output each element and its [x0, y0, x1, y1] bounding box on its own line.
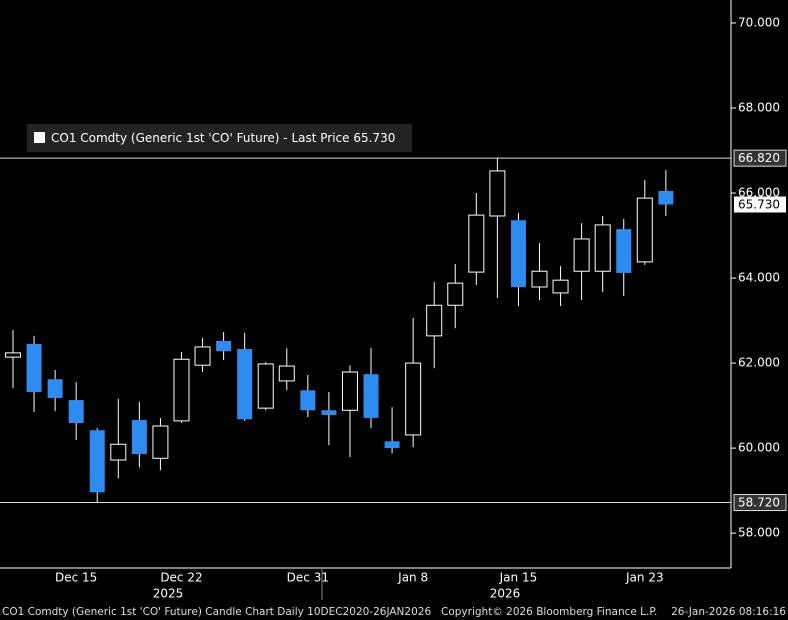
candle-body	[173, 358, 190, 422]
candle-body	[278, 365, 295, 382]
candle-body	[300, 390, 316, 411]
candle-body	[636, 197, 653, 263]
candle-body	[363, 374, 379, 418]
legend-box	[27, 124, 412, 152]
x-tick-label: Jan 15	[499, 571, 538, 585]
candles	[5, 158, 674, 503]
reference-label: 58.720	[738, 496, 780, 510]
candle-body	[573, 238, 590, 272]
candle-body	[89, 430, 105, 493]
y-tick-label: 60.000	[738, 441, 780, 455]
reference-label-box	[733, 494, 787, 512]
candle-body	[489, 170, 506, 217]
candle-body	[321, 410, 337, 415]
x-tick-label: Dec 31	[287, 571, 329, 585]
candle-body	[47, 379, 63, 398]
candle-body	[26, 343, 42, 392]
grid-layer	[0, 22, 736, 534]
y-tick-label: 70.000	[738, 15, 780, 29]
candle-body	[531, 270, 548, 288]
candle-body	[510, 220, 526, 287]
last-price-box	[734, 196, 786, 213]
x-tick-label: Jan 8	[397, 571, 428, 585]
year-label: 2025	[153, 587, 184, 601]
candle-body	[616, 229, 632, 273]
candle-body	[341, 371, 358, 411]
candle-body	[552, 279, 569, 294]
candle-body	[594, 224, 611, 272]
candle-body	[5, 352, 21, 358]
candle-body	[110, 443, 127, 461]
y-tick-label: 62.000	[738, 356, 780, 370]
reference-label: 66.820	[738, 151, 780, 165]
footer-right: 26-Jan-2026 08:16:16	[671, 606, 786, 618]
year-label: 2026	[490, 587, 521, 601]
candle-body	[447, 282, 464, 306]
candle-body	[194, 346, 211, 366]
y-tick-label: 68.000	[738, 100, 780, 114]
candle-body	[658, 190, 674, 205]
y-tick-label: 64.000	[738, 271, 780, 285]
last-price-label: 65.730	[738, 197, 780, 211]
candle-body	[405, 362, 422, 436]
y-tick-label: 66.000	[738, 186, 780, 200]
candle-body	[216, 340, 232, 352]
reference-label-box	[733, 149, 787, 167]
candle-body	[257, 363, 274, 409]
candle-body	[237, 349, 253, 420]
footer-center: Copyright© 2026 Bloomberg Finance L.P.	[441, 606, 657, 618]
candle-body	[426, 304, 443, 337]
x-tick-label: Jan 23	[625, 571, 664, 585]
candle-body	[384, 441, 400, 449]
candle-body	[68, 400, 84, 424]
candle-body	[152, 425, 169, 459]
y-tick-label: 58.000	[738, 526, 780, 540]
legend-label: CO1 Comdty (Generic 1st 'CO' Future) - L…	[51, 131, 395, 145]
x-tick-label: Dec 15	[55, 571, 97, 585]
x-tick-label: Dec 22	[160, 571, 202, 585]
candle-body	[468, 214, 485, 273]
candle-body	[131, 420, 147, 455]
legend-swatch	[34, 132, 45, 143]
footer-left: CO1 Comdty (Generic 1st 'CO' Future) Can…	[2, 606, 431, 618]
